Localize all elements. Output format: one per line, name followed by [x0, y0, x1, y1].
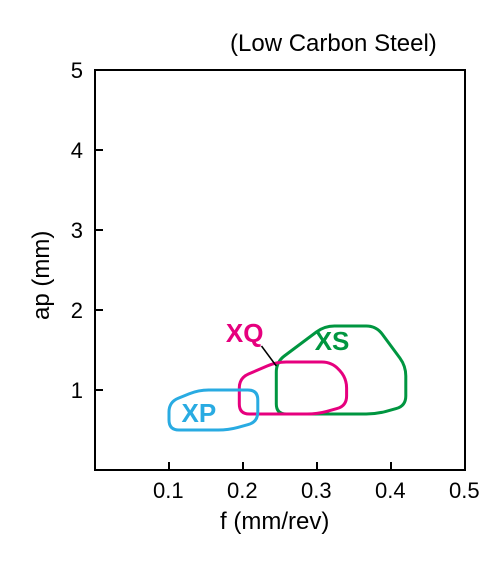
region-xp — [169, 390, 258, 430]
plot-svg — [0, 0, 500, 576]
y-ticks — [95, 70, 103, 390]
axes-box — [95, 70, 465, 470]
region-xq — [239, 362, 346, 414]
leader-lines — [262, 346, 277, 366]
regions-group — [169, 326, 406, 430]
x-ticks — [169, 462, 465, 470]
leader-xq — [262, 346, 277, 366]
chart-container: (Low Carbon Steel) ap (mm) f (mm/rev) 1 … — [0, 0, 500, 576]
